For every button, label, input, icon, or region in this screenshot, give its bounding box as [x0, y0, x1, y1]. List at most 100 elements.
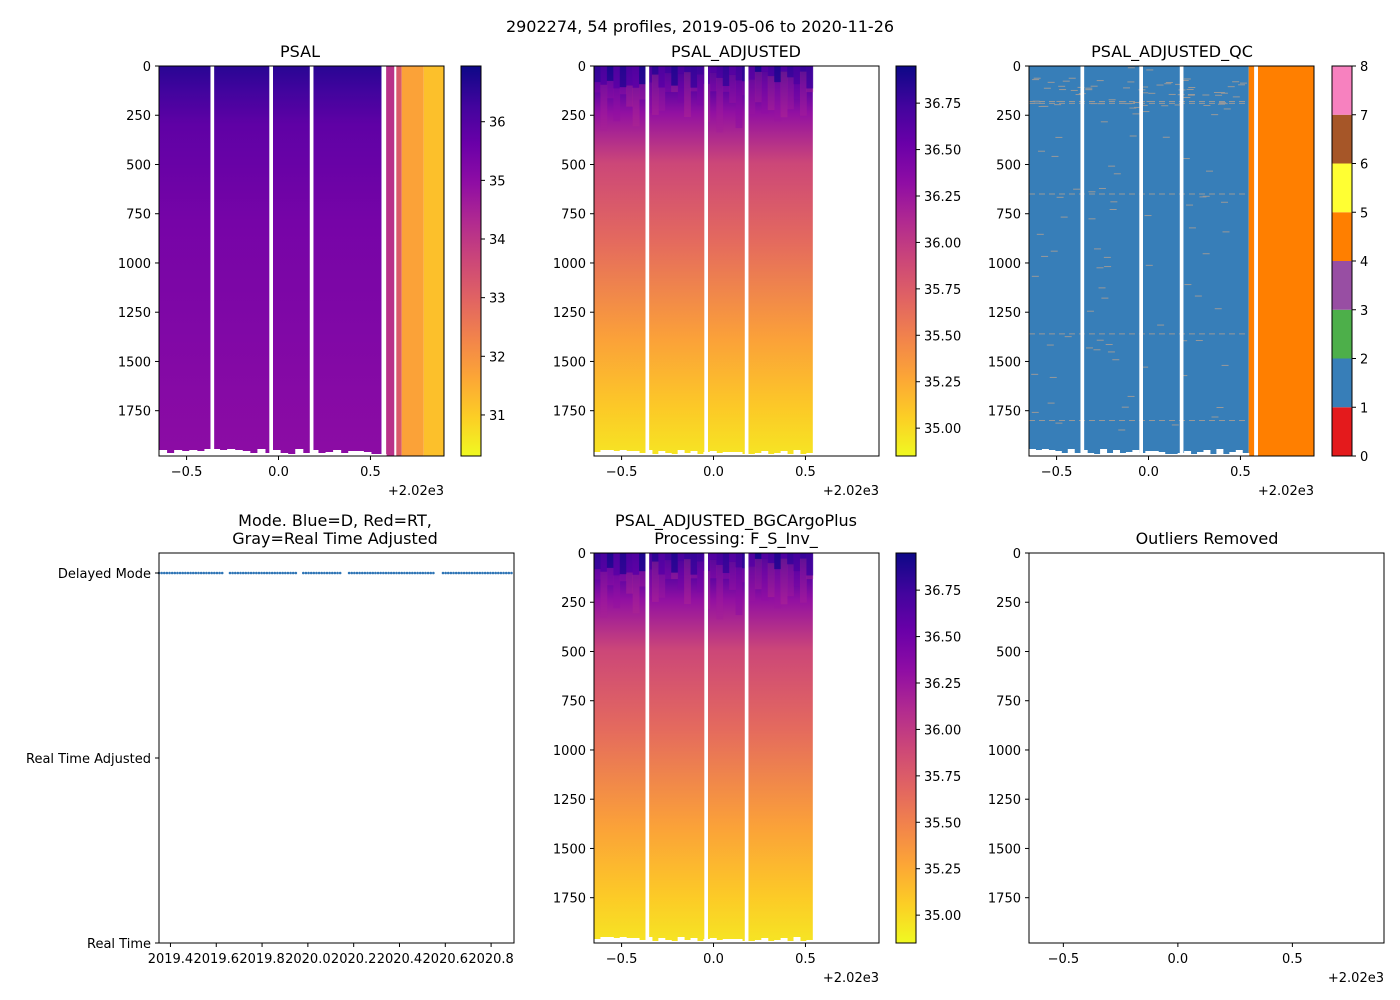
subsurface-patch [806, 88, 814, 93]
bottom-gap [716, 940, 724, 943]
bottom-gap [1067, 449, 1075, 456]
mode-point [231, 571, 234, 575]
bottom-gap [748, 941, 756, 943]
y-tick-label: 0 [143, 60, 151, 75]
y-tick-label: 1000 [118, 257, 151, 272]
subsurface-patch [619, 574, 627, 582]
profile-gap [704, 553, 708, 943]
bottom-gap [1054, 451, 1062, 456]
bottom-gap [793, 937, 801, 943]
figure-suptitle: 2902274, 54 profiles, 2019-05-06 to 2020… [506, 17, 894, 36]
mode-point [350, 571, 354, 575]
bottom-gap [774, 453, 782, 456]
surface-patch [626, 553, 634, 573]
subsurface-patch [671, 85, 679, 93]
surface-patch [754, 553, 762, 559]
profile-gap [394, 66, 397, 456]
heatmap-fresh-segment [401, 66, 424, 456]
profile-gap [645, 66, 650, 456]
y-tick-label: 0 [1013, 60, 1021, 75]
surface-patch [690, 66, 698, 88]
bottom-gap [1145, 451, 1153, 456]
colorbar-qc-band [1332, 114, 1352, 164]
surface-patch [664, 66, 672, 74]
bottom-gap [166, 453, 175, 456]
surface-patch [594, 66, 601, 83]
bottom-gap [761, 451, 769, 456]
mode-point [268, 571, 271, 575]
subsurface-patch [774, 569, 782, 609]
profile-gap [1139, 66, 1143, 456]
bottom-gap [287, 454, 296, 456]
subsurface-patch [632, 87, 640, 127]
mode-point [291, 571, 295, 575]
surface-patch [716, 66, 724, 78]
mode-point [413, 571, 417, 575]
mode-point [481, 571, 484, 575]
mode-point [382, 571, 385, 575]
y-tick-label: 500 [561, 158, 586, 173]
mode-point [165, 571, 169, 575]
bottom-gap [729, 939, 737, 943]
mode-point [270, 571, 274, 575]
mode-point [160, 571, 163, 575]
bottom-gap [690, 451, 698, 456]
colorbar-qc-band [1332, 66, 1352, 115]
bottom-gap [619, 450, 627, 456]
mode-point [462, 571, 466, 575]
bottom-gap [632, 451, 640, 456]
profile-gap [645, 553, 650, 943]
x-tick-label: −0.5 [1048, 952, 1080, 967]
heatmap-fresh-segment [396, 66, 402, 456]
colorbar-tick-label: 35.25 [924, 863, 961, 878]
x-tick-label: 0.0 [1168, 952, 1189, 967]
colorbar-tick-label: 31 [489, 409, 506, 424]
mode-point [244, 571, 248, 575]
x-tick-label: 0.0 [1138, 465, 1159, 480]
subsurface-patch [748, 566, 756, 602]
y-tick-label: 1000 [988, 744, 1021, 759]
bottom-gap [677, 450, 685, 456]
y-tick-label: 1250 [988, 306, 1021, 321]
surface-patch [709, 66, 717, 73]
mode-point [289, 571, 292, 575]
bottom-gap [613, 938, 621, 943]
colorbar-tick-label: 35.25 [924, 376, 961, 391]
panel-title: Outliers Removed [1136, 529, 1279, 548]
y-tick-label: Delayed Mode [58, 567, 151, 582]
bottom-gap [1093, 454, 1101, 456]
bottom-gap [594, 939, 601, 943]
bottom-gap [189, 450, 198, 456]
mode-point [366, 571, 369, 575]
surface-patch [594, 553, 601, 570]
surface-patch [735, 553, 743, 568]
colorbar-tick-label: 35.50 [924, 329, 961, 344]
y-tick-label: 1500 [553, 355, 586, 370]
subsurface-patch [600, 84, 608, 131]
mode-point [284, 571, 287, 575]
bottom-gap [664, 453, 672, 456]
bottom-gap [600, 937, 608, 943]
surface-patch [671, 553, 679, 573]
x-tick-label: 2019.4 [148, 952, 194, 967]
subsurface-patch [793, 571, 801, 587]
surface-patch [626, 66, 634, 86]
subsurface-patch [806, 575, 814, 580]
x-tick-label: 0.5 [1230, 465, 1251, 480]
surface-patch [793, 553, 801, 572]
x-tick-label: 2020.8 [468, 952, 514, 967]
mode-point [255, 571, 258, 575]
subsurface-patch [626, 85, 634, 107]
bottom-gap [671, 941, 679, 943]
bottom-gap [1132, 450, 1140, 456]
surface-patch [619, 66, 627, 88]
mode-point [470, 571, 474, 575]
y-tick-label: 1750 [553, 892, 586, 907]
mode-point [173, 571, 177, 575]
mode-point [194, 571, 198, 575]
subsurface-patch [606, 80, 614, 99]
subsurface-patch [780, 71, 788, 118]
colorbar-qc-band [1332, 407, 1352, 456]
mode-point [446, 571, 450, 575]
